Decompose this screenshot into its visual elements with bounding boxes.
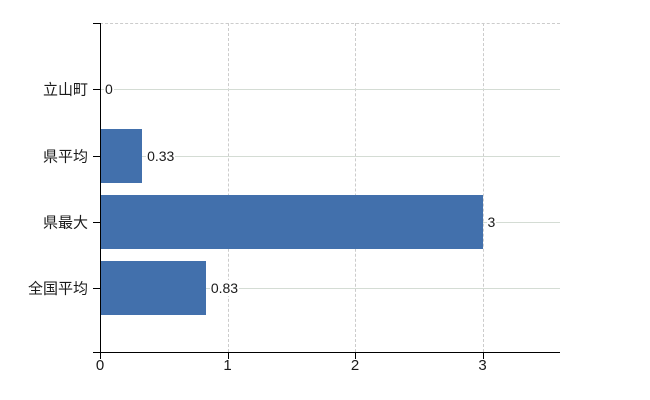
category-label-全国平均: 全国平均	[27, 280, 88, 298]
value-label: 0.33	[146, 147, 176, 164]
category-label-立山町: 立山町	[42, 81, 88, 99]
y-axis-tick	[93, 89, 100, 90]
y-axis-line	[100, 23, 101, 353]
x-axis-tick	[355, 353, 356, 359]
x-axis-line	[93, 352, 560, 353]
x-tick-label: 0	[95, 357, 105, 374]
vertical-gridline	[482, 23, 484, 352]
category-label-県最大: 県最大	[42, 214, 88, 231]
y-axis-tick	[93, 288, 100, 289]
value-label: 3	[486, 213, 497, 230]
y-axis-tick	[93, 155, 100, 157]
vertical-gridline	[355, 23, 356, 352]
value-label: 0	[104, 81, 114, 97]
x-axis-tick	[227, 353, 229, 359]
plot-top-border	[100, 23, 560, 24]
x-tick-label: 3	[478, 357, 487, 374]
category-label-県平均: 県平均	[42, 148, 88, 165]
x-axis-tick	[482, 353, 484, 359]
horizontal-gridline	[100, 288, 560, 289]
y-axis-tick	[93, 23, 100, 24]
x-axis-tick	[100, 353, 101, 359]
bar-県最大	[100, 194, 483, 249]
bar-県平均	[100, 128, 143, 183]
y-axis-tick	[93, 352, 100, 353]
vertical-gridline	[227, 23, 229, 352]
x-tick-label: 2	[350, 357, 360, 374]
horizontal-gridline	[100, 89, 560, 90]
y-axis-tick	[93, 221, 100, 223]
x-tick-label: 1	[223, 357, 232, 374]
value-label: 0.83	[209, 280, 240, 296]
horizontal-gridline	[100, 155, 560, 157]
bar-全国平均	[100, 261, 206, 315]
